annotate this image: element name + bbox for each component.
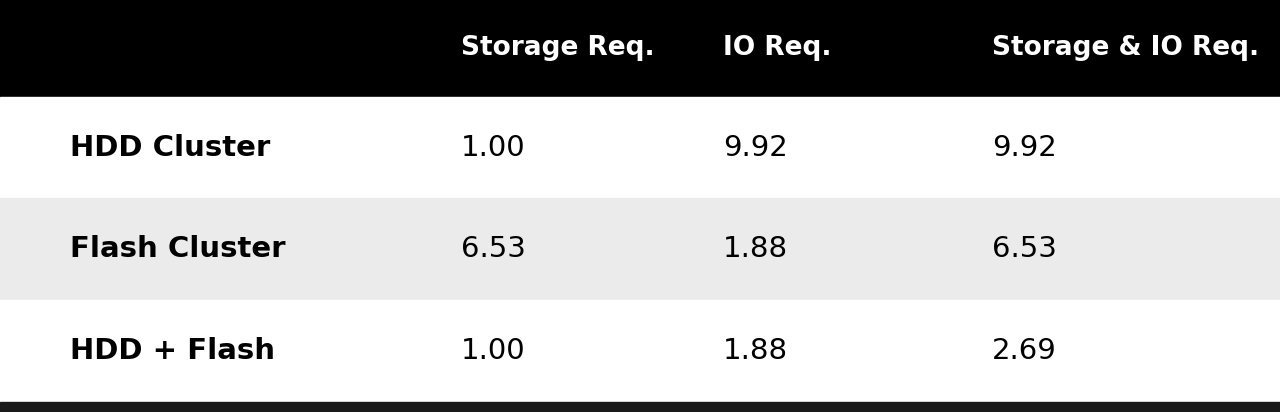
- Text: 6.53: 6.53: [992, 235, 1057, 263]
- Bar: [0, 0, 1280, 97]
- Text: Storage Req.: Storage Req.: [461, 35, 654, 61]
- Bar: [0, 402, 1280, 412]
- Text: Storage & IO Req.: Storage & IO Req.: [992, 35, 1260, 61]
- Text: 1.00: 1.00: [461, 133, 525, 162]
- Text: 6.53: 6.53: [461, 235, 526, 263]
- Text: 1.00: 1.00: [461, 337, 525, 365]
- Bar: [0, 97, 1280, 199]
- Text: HDD + Flash: HDD + Flash: [70, 337, 275, 365]
- Text: 9.92: 9.92: [723, 133, 788, 162]
- Text: 1.88: 1.88: [723, 337, 788, 365]
- Text: Flash Cluster: Flash Cluster: [70, 235, 285, 263]
- Text: IO Req.: IO Req.: [723, 35, 832, 61]
- Text: 9.92: 9.92: [992, 133, 1057, 162]
- Text: HDD Cluster: HDD Cluster: [70, 133, 270, 162]
- Text: 1.88: 1.88: [723, 235, 788, 263]
- Bar: [0, 300, 1280, 402]
- Bar: [0, 199, 1280, 300]
- Text: 2.69: 2.69: [992, 337, 1057, 365]
